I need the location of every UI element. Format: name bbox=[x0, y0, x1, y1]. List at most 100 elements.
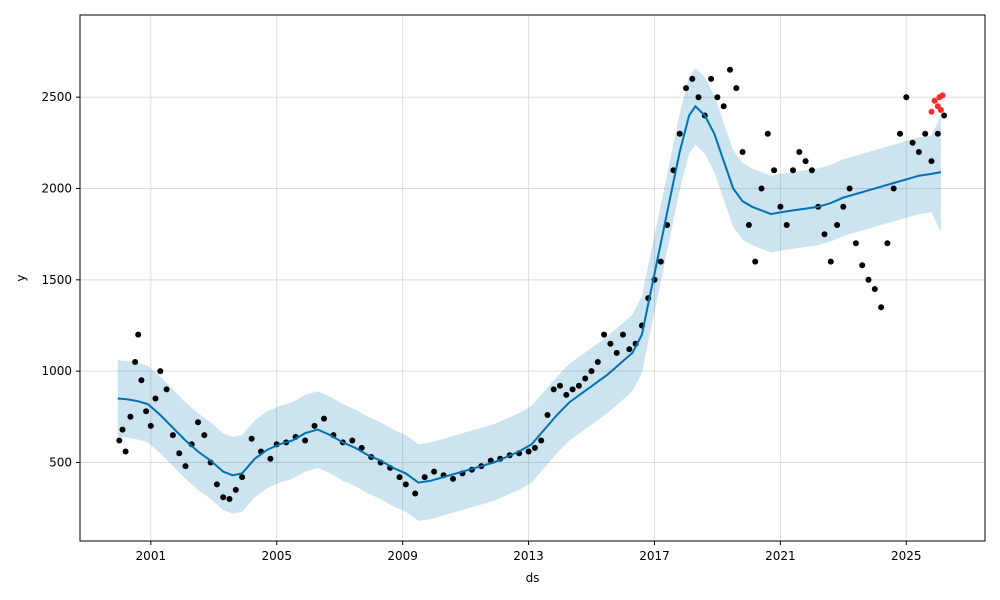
y-tick-label: 500 bbox=[49, 455, 72, 469]
observed-point bbox=[119, 426, 126, 433]
observed-point bbox=[714, 94, 721, 101]
observed-point bbox=[859, 262, 866, 269]
observed-point bbox=[613, 349, 620, 356]
observed-point bbox=[143, 408, 150, 415]
x-tick-label: 2001 bbox=[136, 549, 167, 563]
observed-point bbox=[727, 66, 733, 73]
observed-point bbox=[239, 474, 246, 481]
observed-point bbox=[840, 203, 847, 210]
observed-point bbox=[220, 494, 227, 501]
observed-point bbox=[739, 149, 746, 155]
recent-actual-point bbox=[928, 108, 935, 115]
observed-point bbox=[169, 432, 176, 439]
y-tick-label: 1000 bbox=[41, 364, 72, 378]
observed-point bbox=[544, 412, 551, 418]
observed-point bbox=[226, 496, 233, 502]
y-tick-label: 2000 bbox=[41, 182, 72, 196]
observed-point bbox=[771, 167, 778, 174]
observed-point bbox=[232, 486, 239, 493]
observed-point bbox=[575, 382, 582, 389]
observed-point bbox=[594, 359, 601, 365]
observed-point bbox=[450, 475, 456, 482]
observed-point bbox=[163, 386, 170, 393]
observed-point bbox=[846, 185, 853, 192]
observed-point bbox=[821, 231, 828, 238]
observed-point bbox=[884, 240, 891, 247]
observed-point bbox=[620, 331, 626, 338]
x-axis-label: ds bbox=[526, 571, 540, 585]
observed-point bbox=[601, 331, 608, 338]
recent-actual-point bbox=[939, 92, 946, 99]
observed-point bbox=[132, 359, 139, 365]
y-tick-label: 2500 bbox=[41, 90, 72, 104]
observed-point bbox=[412, 490, 419, 497]
observed-point bbox=[122, 448, 129, 455]
observed-point bbox=[777, 203, 784, 210]
observed-point bbox=[808, 167, 815, 174]
observed-point bbox=[421, 474, 428, 481]
observed-point bbox=[871, 286, 878, 292]
observed-point bbox=[431, 468, 438, 475]
observed-point bbox=[135, 331, 142, 338]
observed-point bbox=[538, 437, 545, 444]
observed-point bbox=[267, 455, 274, 462]
plot-frame bbox=[79, 14, 986, 542]
observed-point bbox=[796, 149, 803, 155]
observed-point bbox=[321, 415, 327, 422]
y-tick-label: 1500 bbox=[41, 273, 72, 287]
observed-point bbox=[852, 240, 859, 247]
observed-point bbox=[834, 222, 841, 228]
observed-point bbox=[928, 158, 935, 165]
observed-point bbox=[195, 419, 201, 426]
observed-point bbox=[152, 395, 159, 402]
observed-point bbox=[802, 158, 809, 165]
x-tick-label: 2021 bbox=[765, 549, 796, 563]
observed-point bbox=[890, 185, 897, 192]
observed-point bbox=[550, 386, 557, 393]
x-tick-label: 2009 bbox=[387, 549, 418, 563]
observed-point bbox=[531, 444, 538, 451]
observed-point bbox=[752, 258, 759, 265]
observed-point bbox=[525, 448, 532, 455]
observed-point bbox=[657, 258, 664, 265]
observed-point bbox=[626, 346, 633, 353]
observed-point bbox=[934, 130, 941, 137]
observed-point bbox=[582, 375, 589, 382]
x-tick-label: 2017 bbox=[639, 549, 670, 563]
uncertainty-band-area bbox=[117, 68, 941, 521]
observed-point bbox=[676, 130, 683, 137]
y-axis-ticks: 500 1000 1500 2000 2500 bbox=[41, 90, 80, 469]
observed-point bbox=[147, 422, 154, 429]
observed-point bbox=[396, 474, 403, 481]
observed-point bbox=[708, 75, 715, 82]
observed-point bbox=[733, 85, 740, 92]
uncertainty-band bbox=[117, 68, 941, 521]
observed-point bbox=[922, 130, 929, 137]
observed-point bbox=[607, 340, 614, 347]
observed-point bbox=[349, 437, 356, 444]
observed-point bbox=[758, 185, 765, 192]
observed-point bbox=[783, 222, 790, 228]
x-tick-label: 2013 bbox=[513, 549, 544, 563]
observed-point bbox=[790, 167, 796, 174]
recent-actual-point bbox=[931, 97, 938, 104]
observed-point bbox=[311, 422, 318, 429]
observed-point bbox=[176, 450, 183, 457]
observed-point bbox=[764, 130, 771, 137]
observed-point bbox=[563, 391, 570, 398]
observed-point bbox=[915, 149, 922, 155]
observed-point bbox=[569, 386, 576, 393]
observed-point bbox=[557, 382, 563, 389]
recent-actual-point bbox=[937, 107, 944, 113]
observed-point bbox=[878, 304, 885, 311]
observed-point bbox=[248, 435, 255, 442]
observed-point bbox=[897, 130, 903, 137]
observed-point bbox=[683, 85, 689, 92]
observed-point bbox=[358, 444, 365, 451]
recent-actual-points bbox=[928, 92, 946, 115]
observed-point bbox=[127, 413, 134, 420]
observed-point bbox=[909, 139, 916, 146]
observed-point bbox=[689, 75, 696, 82]
x-tick-label: 2025 bbox=[891, 549, 922, 563]
